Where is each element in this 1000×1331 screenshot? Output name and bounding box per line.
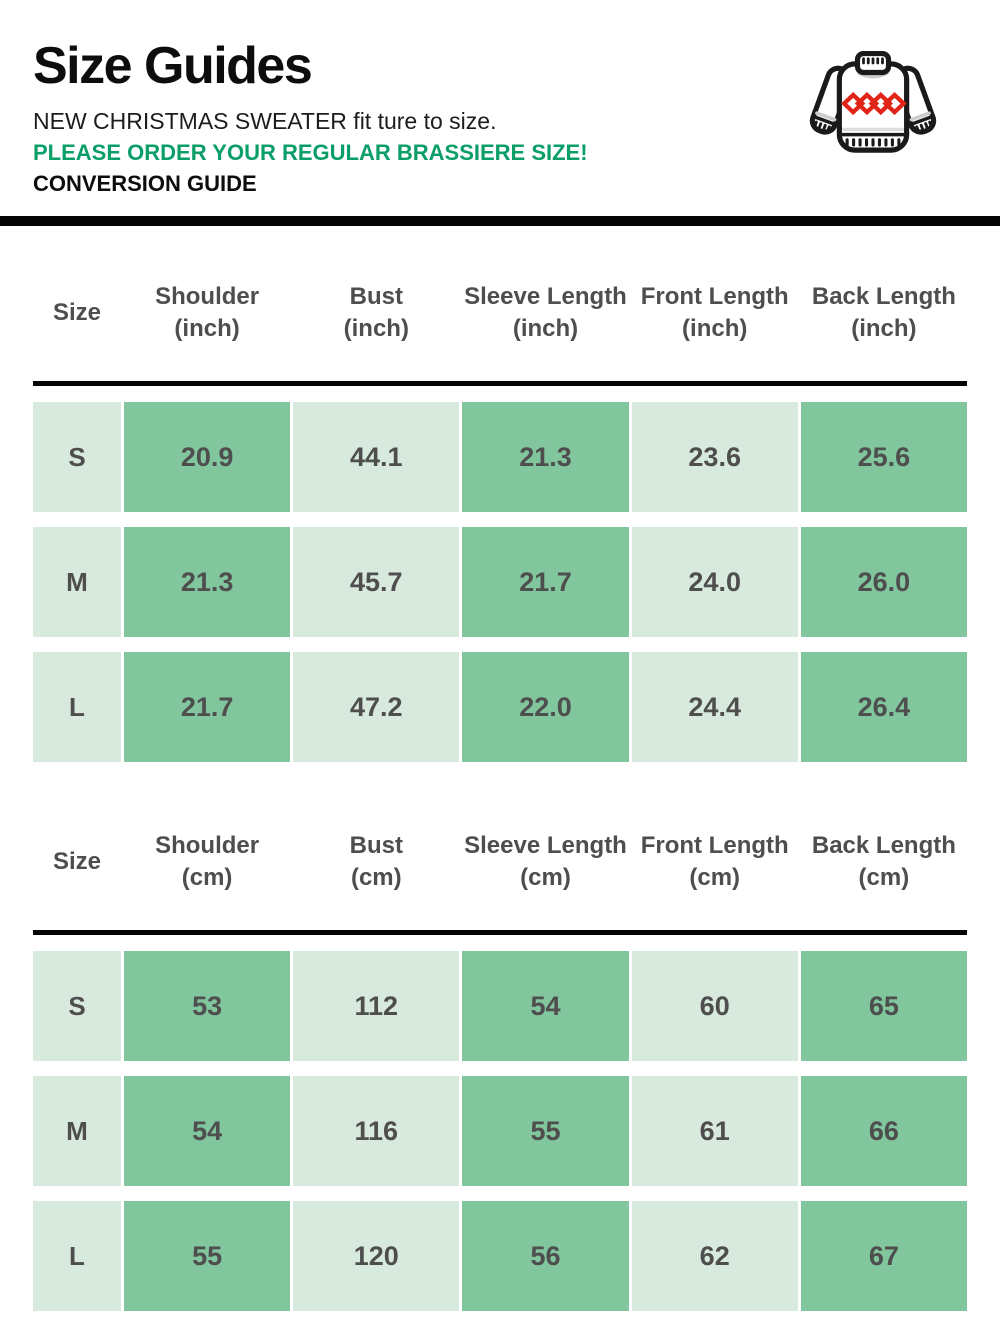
value-cell: 65: [800, 951, 967, 1061]
column-header: Back Length (cm): [811, 832, 956, 891]
value-cell: 60: [631, 951, 798, 1061]
column-header: Bust (inch): [343, 283, 409, 342]
column-header: Shoulder (cm): [155, 832, 260, 891]
size-cell: S: [33, 951, 121, 1061]
value-cell: 21.7: [462, 527, 629, 637]
column-header: Sleeve Length (cm): [464, 832, 627, 891]
table-divider: [33, 930, 967, 935]
size-cell: S: [33, 402, 121, 512]
value-cell: 54: [462, 951, 629, 1061]
value-cell: 54: [124, 1076, 291, 1186]
table-divider: [33, 381, 967, 386]
value-cell: 26.4: [800, 652, 967, 762]
size-cell: M: [33, 527, 121, 637]
value-cell: 22.0: [462, 652, 629, 762]
value-cell: 25.6: [800, 402, 967, 512]
column-header: Size: [52, 848, 102, 875]
header-section: Size Guides NEW CHRISTMAS SWEATER fit tu…: [0, 0, 1000, 199]
table-body: S 20.9 44.1 21.3 23.6 25.6 M 21.3 45.7 21.7 24.0 26…: [33, 402, 967, 762]
size-cell: L: [33, 652, 121, 762]
column-header: Sleeve Length (inch): [464, 283, 627, 342]
christmas-sweater-icon: [804, 50, 942, 168]
value-cell: 53: [124, 951, 291, 1061]
value-cell: 56: [462, 1201, 629, 1311]
size-cell: M: [33, 1076, 121, 1186]
conversion-guide-label: CONVERSION GUIDE: [33, 171, 257, 196]
value-cell: 55: [462, 1076, 629, 1186]
column-header: Back Length (inch): [811, 283, 956, 342]
value-cell: 26.0: [800, 527, 967, 637]
column-header: Size: [52, 299, 102, 326]
table-header-row: Size Shoulder (inch) Bust (inch) Sleeve Lengt…: [33, 281, 967, 345]
value-cell: 55: [124, 1201, 291, 1311]
value-cell: 23.6: [631, 402, 798, 512]
value-cell: 67: [800, 1201, 967, 1311]
fit-subtitle: NEW CHRISTMAS SWEATER fit ture to size.: [33, 108, 497, 134]
value-cell: 45.7: [293, 527, 460, 637]
value-cell: 21.3: [124, 527, 291, 637]
size-table-cm: Size Shoulder (cm) Bust (cm) Sleeve Length (cm…: [33, 830, 967, 1311]
value-cell: 116: [293, 1076, 460, 1186]
value-cell: 61: [631, 1076, 798, 1186]
size-table-inch: Size Shoulder (inch) Bust (inch) Sleeve Lengt…: [33, 281, 967, 762]
size-cell: L: [33, 1201, 121, 1311]
value-cell: 21.3: [462, 402, 629, 512]
value-cell: 62: [631, 1201, 798, 1311]
value-cell: 66: [800, 1076, 967, 1186]
table-body: S 53 112 54 60 65 M 54 116 55 61 66 L 55 120 56 62 67: [33, 951, 967, 1311]
value-cell: 21.7: [124, 652, 291, 762]
value-cell: 24.4: [631, 652, 798, 762]
column-header: Shoulder (inch): [155, 283, 260, 342]
value-cell: 120: [293, 1201, 460, 1311]
value-cell: 47.2: [293, 652, 460, 762]
value-cell: 112: [293, 951, 460, 1061]
page-title: Size Guides: [33, 37, 313, 95]
header-divider: [0, 216, 1000, 226]
value-cell: 24.0: [631, 527, 798, 637]
value-cell: 20.9: [124, 402, 291, 512]
column-header: Front Length (inch): [640, 283, 789, 342]
column-header: Front Length (cm): [640, 832, 789, 891]
value-cell: 44.1: [293, 402, 460, 512]
order-notice: PLEASE ORDER YOUR REGULAR BRASSIERE SIZE…: [33, 140, 588, 165]
column-header: Bust (cm): [349, 832, 403, 891]
table-header-row: Size Shoulder (cm) Bust (cm) Sleeve Length (cm…: [33, 830, 967, 894]
